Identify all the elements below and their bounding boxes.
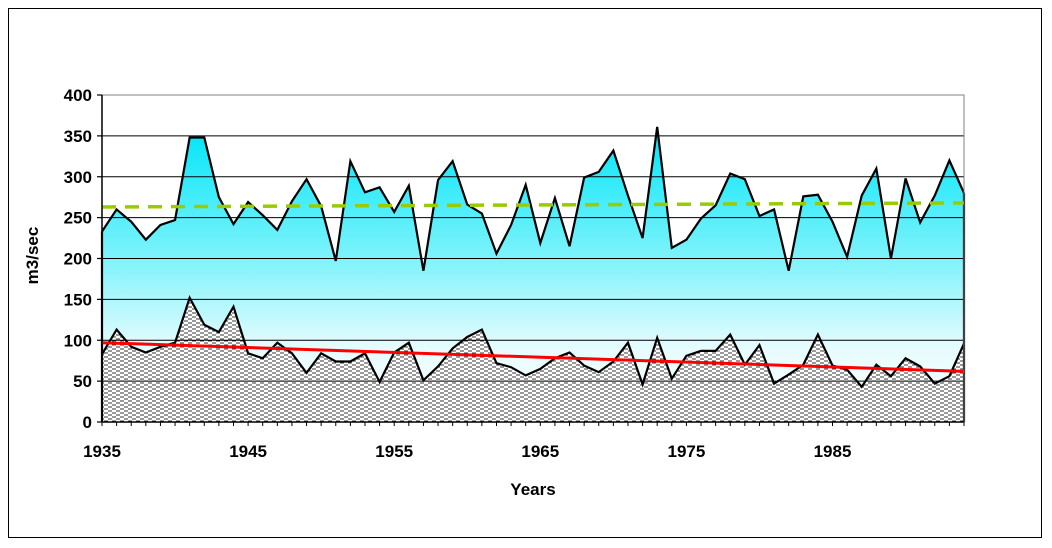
y-tick-label: 300 bbox=[64, 168, 92, 187]
y-axis-title: m3/sec bbox=[23, 227, 42, 285]
x-tick-label: 1955 bbox=[375, 442, 413, 461]
plot-areas bbox=[100, 94, 966, 422]
y-tick-label: 250 bbox=[64, 209, 92, 228]
x-tick-label: 1935 bbox=[83, 442, 121, 461]
trendline-1 bbox=[101, 201, 965, 209]
x-tick-labels: 1935 1945 1955 1965 1975 1985 bbox=[83, 422, 965, 461]
y-tick-label: 350 bbox=[64, 127, 92, 146]
x-tick-label: 1945 bbox=[229, 442, 267, 461]
series-2-area bbox=[102, 297, 964, 422]
x-tick-label: 1975 bbox=[667, 442, 705, 461]
x-tick-label: 1965 bbox=[521, 442, 559, 461]
y-tick-label: 400 bbox=[64, 86, 92, 105]
y-tick-label: 100 bbox=[64, 331, 92, 350]
y-tick-labels: 0 50 100 150 200 250 300 350 400 bbox=[64, 86, 102, 432]
y-tick-label: 50 bbox=[73, 372, 92, 391]
x-tick-label: 1985 bbox=[814, 442, 852, 461]
series-2-line bbox=[101, 294, 966, 389]
y-tick-label: 200 bbox=[64, 250, 92, 269]
y-tick-label: 0 bbox=[83, 413, 92, 432]
trendlines bbox=[101, 201, 965, 373]
trendline-2 bbox=[101, 341, 965, 373]
x-axis-title: Years bbox=[510, 480, 555, 499]
y-tick-label: 150 bbox=[64, 290, 92, 309]
